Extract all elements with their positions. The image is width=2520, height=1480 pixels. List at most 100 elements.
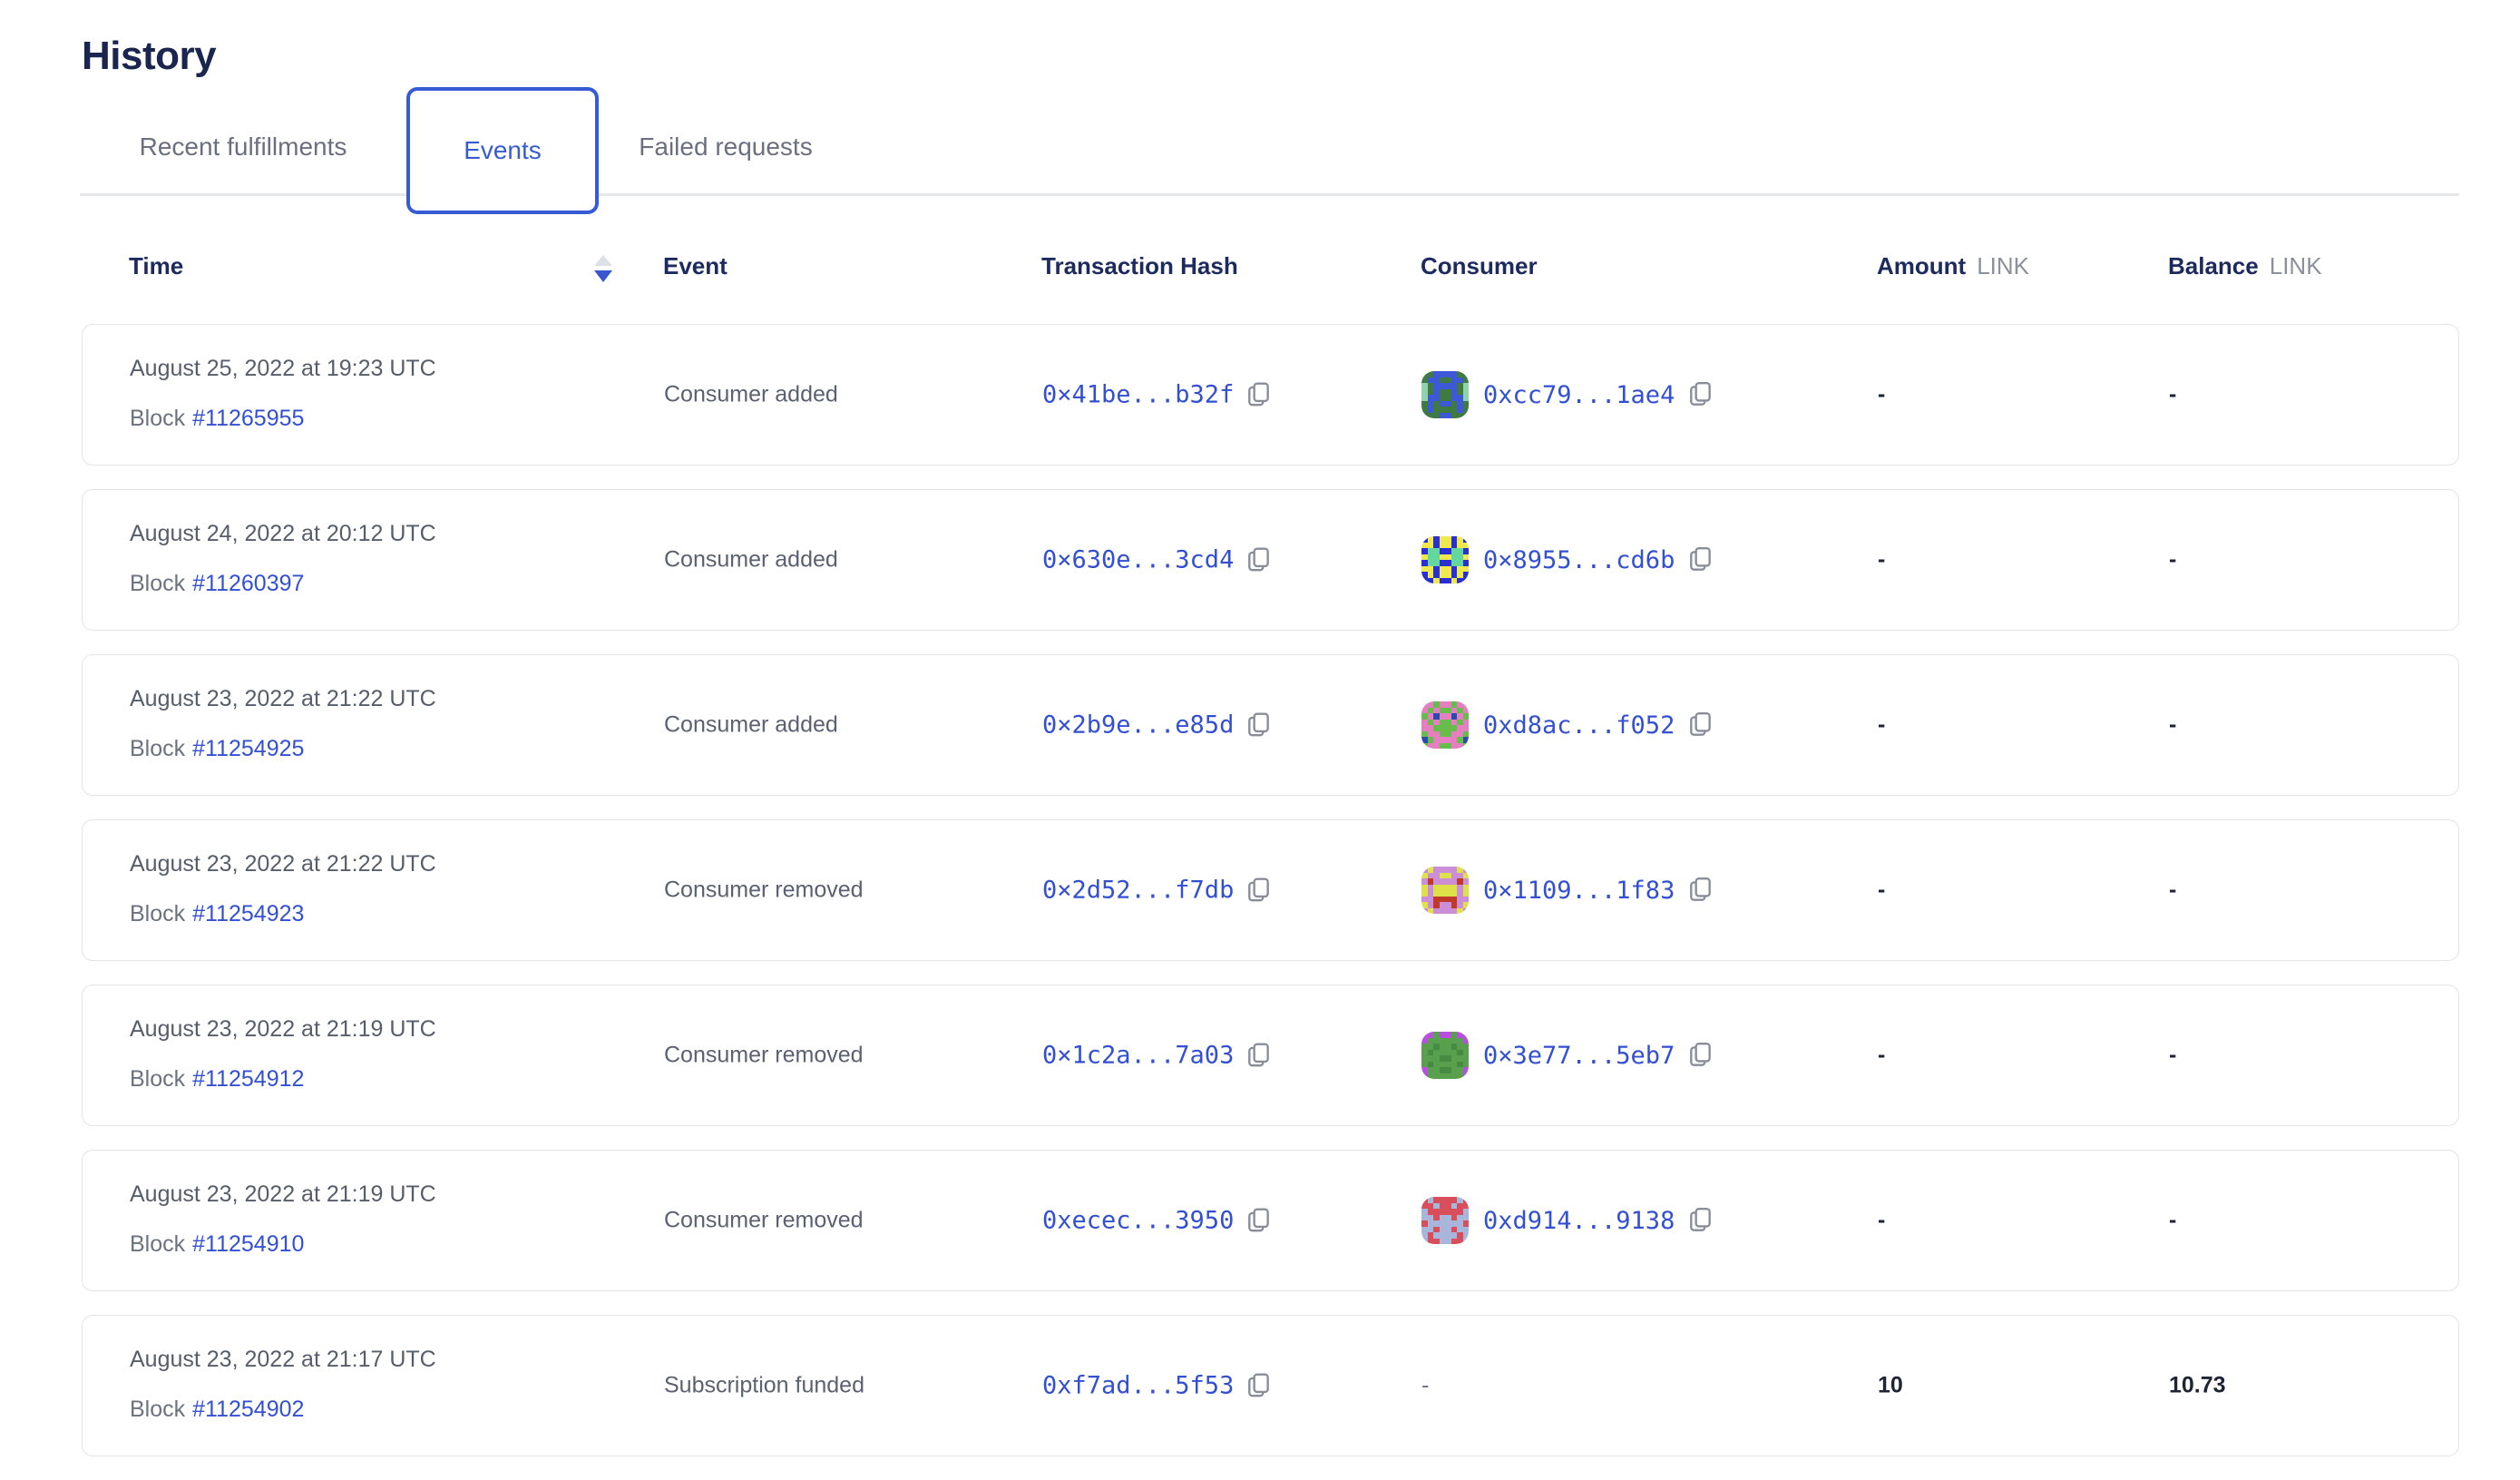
copy-icon[interactable] [1689,1042,1713,1069]
copy-icon[interactable] [1689,711,1713,739]
tab-failed-requests[interactable]: Failed requests [617,87,835,207]
column-header-consumer: Consumer [1421,252,1538,279]
block-label: Block [130,901,186,926]
event-type: Subscription funded [664,1372,864,1398]
amount-value: - [1878,877,1886,903]
event-date: August 23, 2022 at 21:19 UTC [130,1016,436,1042]
amount-value: - [1878,1042,1886,1068]
events-table-body: August 25, 2022 at 19:23 UTC Block #11265… [82,324,2459,1480]
consumer-hash-link[interactable]: 0×1109...1f83 [1483,876,1675,905]
event-date: August 23, 2022 at 21:22 UTC [130,851,436,877]
block-line: Block #11265955 [130,406,304,432]
page-title: History [82,34,217,79]
amount-header-label: Amount [1877,252,1967,279]
time-cell: August 23, 2022 at 21:22 UTC Block #11254… [130,655,583,795]
transaction-hash-link[interactable]: 0×630e...3cd4 [1042,545,1235,574]
event-date: August 23, 2022 at 21:22 UTC [130,686,436,711]
balance-value: - [2169,381,2177,407]
consumer-hash-link[interactable]: 0×3e77...5eb7 [1483,1041,1675,1070]
consumer-hash-link[interactable]: 0xcc79...1ae4 [1483,380,1675,409]
copy-icon[interactable] [1247,877,1271,904]
transaction-hash-link[interactable]: 0×2b9e...e85d [1042,711,1235,740]
column-header-time[interactable]: Time [129,252,184,279]
block-line: Block #11254910 [130,1231,304,1258]
event-date: August 25, 2022 at 19:23 UTC [130,356,436,381]
block-number-link[interactable]: #11254923 [192,901,305,926]
block-number-link[interactable]: #11254912 [192,1066,305,1092]
amount-value: - [1878,381,1886,407]
consumer-cell: 0×8955...cd6b [1421,536,1713,583]
transaction-hash-link[interactable]: 0×2d52...f7db [1042,876,1235,905]
consumer-hash-link[interactable]: 0×8955...cd6b [1483,545,1675,574]
transaction-hash-cell: 0×630e...3cd4 [1042,546,1271,574]
balance-header-label: Balance [2168,252,2259,279]
tab-recent-fulfillments[interactable]: Recent fulfillments [107,87,379,207]
transaction-hash-cell: 0×2b9e...e85d [1042,711,1271,740]
event-type: Consumer removed [664,1042,864,1068]
tabs-divider [80,193,2459,196]
table-header: Time Event Transaction Hash Consumer Amo… [82,234,2459,299]
copy-icon[interactable] [1689,877,1713,904]
transaction-hash-link[interactable]: 0×41be...b32f [1042,380,1235,409]
sort-desc-arrow-icon [594,270,612,282]
block-number-link[interactable]: #11260397 [192,571,305,596]
consumer-empty-dash: - [1421,1372,1430,1398]
balance-value: 10.73 [2169,1372,2226,1398]
consumer-identicon [1421,701,1469,749]
consumer-cell: 0xd8ac...f052 [1421,701,1713,749]
table-row: August 23, 2022 at 21:17 UTC Block #11254… [82,1315,2459,1456]
transaction-hash-cell: 0×41be...b32f [1042,381,1271,409]
sort-arrows-icon[interactable] [594,255,612,284]
copy-icon[interactable] [1247,711,1271,739]
transaction-hash-link[interactable]: 0×1c2a...7a03 [1042,1041,1235,1070]
transaction-hash-link[interactable]: 0xecec...3950 [1042,1206,1235,1235]
consumer-hash-link[interactable]: 0xd914...9138 [1483,1206,1675,1235]
event-date: August 23, 2022 at 21:19 UTC [130,1181,436,1207]
copy-icon[interactable] [1247,381,1271,408]
copy-icon[interactable] [1247,546,1271,573]
amount-value: - [1878,1207,1886,1233]
table-row: August 23, 2022 at 21:19 UTC Block #11254… [82,985,2459,1126]
column-header-event: Event [663,252,728,279]
table-row: August 23, 2022 at 21:19 UTC Block #11254… [82,1150,2459,1291]
block-number-link[interactable]: #11265955 [192,406,305,431]
block-label: Block [130,406,186,431]
tab-events[interactable]: Events [406,87,599,214]
sort-asc-arrow-icon [594,255,612,266]
amount-value: - [1878,546,1886,573]
time-cell: August 23, 2022 at 21:22 UTC Block #11254… [130,820,583,960]
balance-value: - [2169,546,2177,573]
consumer-cell: 0×1109...1f83 [1421,867,1713,914]
table-row: August 23, 2022 at 21:22 UTC Block #11254… [82,654,2459,796]
copy-icon[interactable] [1247,1042,1271,1069]
consumer-identicon [1421,1032,1469,1079]
block-number-link[interactable]: #11254925 [192,736,305,761]
block-line: Block #11254902 [130,1397,304,1423]
amount-value: - [1878,711,1886,738]
table-row: August 23, 2022 at 21:22 UTC Block #11254… [82,819,2459,961]
event-type: Consumer added [664,381,838,407]
copy-icon[interactable] [1247,1372,1271,1399]
block-line: Block #11254912 [130,1066,304,1093]
transaction-hash-cell: 0×2d52...f7db [1042,877,1271,905]
tab-label: Recent fulfillments [139,132,347,161]
balance-unit-label: LINK [2269,252,2322,279]
event-type: Consumer added [664,546,838,573]
consumer-hash-link[interactable]: 0xd8ac...f052 [1483,711,1675,740]
block-line: Block #11254925 [130,736,304,762]
copy-icon[interactable] [1689,381,1713,408]
block-number-link[interactable]: #11254910 [192,1231,305,1257]
amount-unit-label: LINK [1977,252,2030,279]
transaction-hash-cell: 0×1c2a...7a03 [1042,1042,1271,1070]
time-cell: August 25, 2022 at 19:23 UTC Block #11265… [130,325,583,465]
copy-icon[interactable] [1689,546,1713,573]
transaction-hash-link[interactable]: 0xf7ad...5f53 [1042,1371,1235,1400]
event-type: Consumer removed [664,1207,864,1233]
copy-icon[interactable] [1247,1207,1271,1234]
block-label: Block [130,736,186,761]
block-number-link[interactable]: #11254902 [192,1397,305,1422]
consumer-cell: 0xcc79...1ae4 [1421,371,1713,418]
event-date: August 23, 2022 at 21:17 UTC [130,1347,436,1372]
copy-icon[interactable] [1689,1207,1713,1234]
consumer-identicon [1421,867,1469,914]
